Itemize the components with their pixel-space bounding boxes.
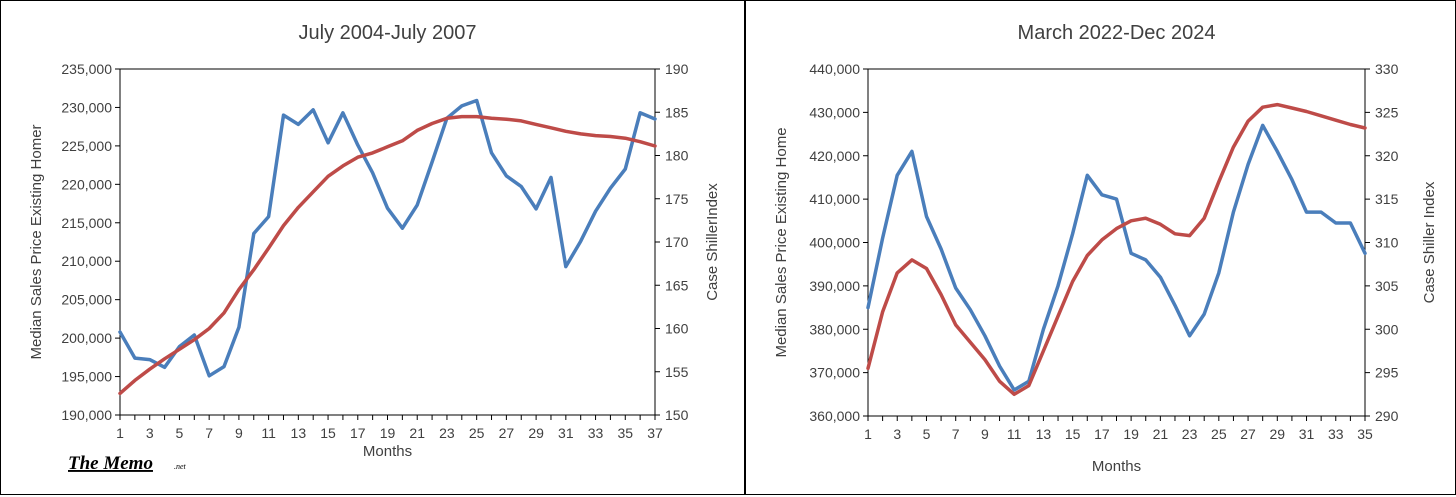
y-axis-title: Median Sales Price Existing Home <box>773 127 790 357</box>
y2-tick-label: 175 <box>665 191 689 207</box>
y2-tick-label: 295 <box>1375 365 1399 381</box>
y-tick-label: 370,000 <box>809 365 860 381</box>
y2-tick-label: 185 <box>665 104 689 120</box>
x-tick-label: 25 <box>469 425 485 441</box>
x-tick-label: 7 <box>205 425 213 441</box>
y2-tick-label: 315 <box>1375 191 1399 207</box>
x-tick-label: 21 <box>1153 426 1169 442</box>
x-tick-label: 27 <box>499 425 515 441</box>
x-tick-label: 13 <box>1036 426 1052 442</box>
case-shiller-line <box>118 114 657 396</box>
y2-tick-label: 160 <box>665 321 689 337</box>
y-tick-label: 360,000 <box>809 408 860 424</box>
y2-tick-label: 320 <box>1375 148 1399 164</box>
y-tick-label: 220,000 <box>61 176 112 192</box>
y-tick-label: 430,000 <box>809 104 860 120</box>
y-tick-label: 190,000 <box>61 407 112 423</box>
chart-right-svg: March 2022-Dec 2024 360,000 370,000 380,000… <box>773 22 1438 475</box>
y-tick-label: 380,000 <box>809 321 860 337</box>
x-tick-label: 31 <box>1299 426 1315 442</box>
chart-panel-right: March 2022-Dec 2024 360,000 370,000 380,000… <box>745 0 1456 495</box>
x-tick-label: 1 <box>864 426 872 442</box>
x-tick-label: 9 <box>981 426 989 442</box>
y-tick-label: 235,000 <box>61 61 112 77</box>
y2-tick-label: 180 <box>665 148 689 164</box>
x-tick-label: 37 <box>647 425 663 441</box>
x-tick-label: 31 <box>558 425 574 441</box>
x-tick-label: 35 <box>1357 426 1373 442</box>
y-tick-label: 195,000 <box>61 369 112 385</box>
y-tick-label: 410,000 <box>809 191 860 207</box>
y2-tick-label: 325 <box>1375 104 1399 120</box>
x-tick-label: 5 <box>923 426 931 442</box>
y-tick-label: 225,000 <box>61 138 112 154</box>
x-tick-label: 29 <box>1270 426 1286 442</box>
x-tick-label: 23 <box>1182 426 1198 442</box>
y2-tick-label: 190 <box>665 61 689 77</box>
y2-tick-label: 150 <box>665 407 689 423</box>
x-tick-label: 5 <box>176 425 184 441</box>
y2-tick-label: 155 <box>665 364 689 380</box>
x-tick-label: 17 <box>1094 426 1110 442</box>
y2-tick-label: 165 <box>665 277 689 293</box>
x-tick-label: 15 <box>320 425 336 441</box>
x-tick-label: 27 <box>1240 426 1256 442</box>
y2-tick-label: 305 <box>1375 278 1399 294</box>
y-tick-label: 420,000 <box>809 148 860 164</box>
y-tick-label: 230,000 <box>61 99 112 115</box>
x-tick-label: 19 <box>380 425 396 441</box>
x-tick-label: 7 <box>952 426 960 442</box>
y2-tick-label: 170 <box>665 234 689 250</box>
x-tick-label: 29 <box>528 425 544 441</box>
chart-title: March 2022-Dec 2024 <box>1018 22 1216 44</box>
sales-price-line <box>866 123 1367 392</box>
y-tick-label: 210,000 <box>61 253 112 269</box>
x-tick-label: 3 <box>893 426 901 442</box>
x-tick-label: 15 <box>1065 426 1081 442</box>
y-axis-title: Median Sales Price Existing Homer <box>28 124 45 359</box>
x-tick-label: 23 <box>439 425 455 441</box>
x-tick-label: 25 <box>1211 426 1227 442</box>
case-shiller-line <box>866 102 1367 397</box>
plot-area-frame <box>119 68 656 416</box>
y-tick-label: 205,000 <box>61 292 112 308</box>
the-memo-logo-suffix: .net <box>174 462 187 471</box>
y2-tick-label: 310 <box>1375 235 1399 251</box>
plot-area-frame <box>867 68 1366 417</box>
y-tick-label: 200,000 <box>61 330 112 346</box>
x-tick-label: 33 <box>1328 426 1344 442</box>
y-tick-label: 390,000 <box>809 278 860 294</box>
chart-panel-left: July 2004-July 2007 190,000 195,000 200,000… <box>0 0 745 495</box>
x-tick-label: 35 <box>617 425 633 441</box>
x-tick-label: 9 <box>235 425 243 441</box>
x-tick-label: 3 <box>146 425 154 441</box>
chart-title: July 2004-July 2007 <box>299 22 477 44</box>
y2-tick-label: 330 <box>1375 61 1399 77</box>
y-tick-label: 400,000 <box>809 235 860 251</box>
y2-axis-title: Case Shiller Index <box>1421 181 1438 303</box>
y-tick-label: 440,000 <box>809 61 860 77</box>
y2-axis-title: Case ShillerIndex <box>704 183 721 301</box>
chart-left-svg: July 2004-July 2007 190,000 195,000 200,000… <box>28 22 721 474</box>
x-tick-label: 13 <box>291 425 307 441</box>
x-tick-label: 17 <box>350 425 366 441</box>
x-tick-label: 21 <box>409 425 425 441</box>
x-tick-label: 19 <box>1123 426 1139 442</box>
the-memo-logo: The Memo <box>68 453 153 474</box>
sales-price-line <box>118 98 657 378</box>
x-axis-title: Months <box>1092 458 1141 475</box>
x-tick-label: 1 <box>116 425 124 441</box>
y2-tick-label: 290 <box>1375 408 1399 424</box>
y2-tick-label: 300 <box>1375 321 1399 337</box>
x-tick-label: 11 <box>261 425 276 441</box>
y-tick-label: 215,000 <box>61 215 112 231</box>
x-tick-label: 11 <box>1007 426 1022 442</box>
x-tick-label: 33 <box>588 425 604 441</box>
x-axis-title: Months <box>363 443 412 460</box>
